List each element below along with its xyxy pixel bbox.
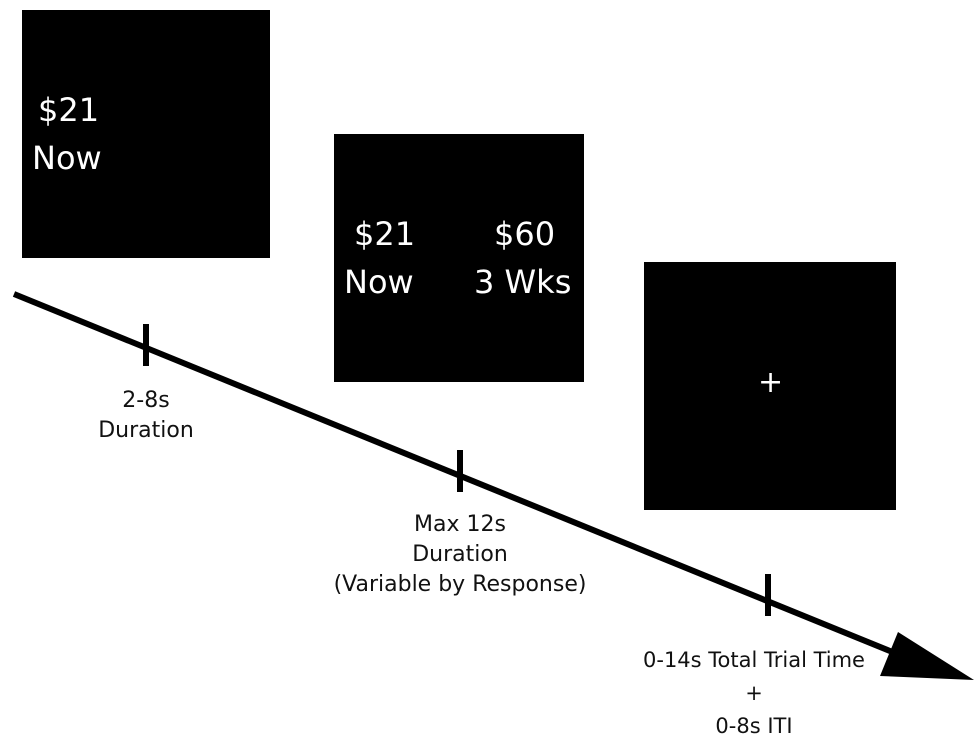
arrow-head xyxy=(880,632,974,680)
tick1-label: 2-8s Duration xyxy=(46,386,246,446)
screen1-amount: $21 xyxy=(38,91,100,129)
tick1-line2: Duration xyxy=(98,418,194,443)
tick2-line3: (Variable by Response) xyxy=(333,572,587,597)
screen1-delay: Now xyxy=(32,139,102,177)
tick3-label: 0-14s Total Trial Time + 0-8s ITI xyxy=(594,644,914,743)
tick2-line1: Max 12s xyxy=(414,512,506,537)
tick3-line1: 0-14s Total Trial Time xyxy=(643,648,865,672)
tick3-line2: + xyxy=(745,681,763,705)
screen2-right-delay: 3 Wks xyxy=(474,263,572,301)
tick2-line2: Duration xyxy=(412,542,508,567)
tick3-line3: 0-8s ITI xyxy=(715,714,793,738)
fixation-cross: + xyxy=(758,365,784,400)
screen2-right-amount: $60 xyxy=(494,215,556,253)
fixation-screen: + xyxy=(644,262,896,510)
tick1-line1: 2-8s xyxy=(122,388,170,413)
tick2-label: Max 12s Duration (Variable by Response) xyxy=(300,510,620,600)
choice-screen: $21 Now $60 3 Wks xyxy=(334,134,584,382)
screen2-left-delay: Now xyxy=(344,263,414,301)
screen2-left-amount: $21 xyxy=(354,215,416,253)
stimulus-screen-1: $21 Now xyxy=(22,10,270,258)
